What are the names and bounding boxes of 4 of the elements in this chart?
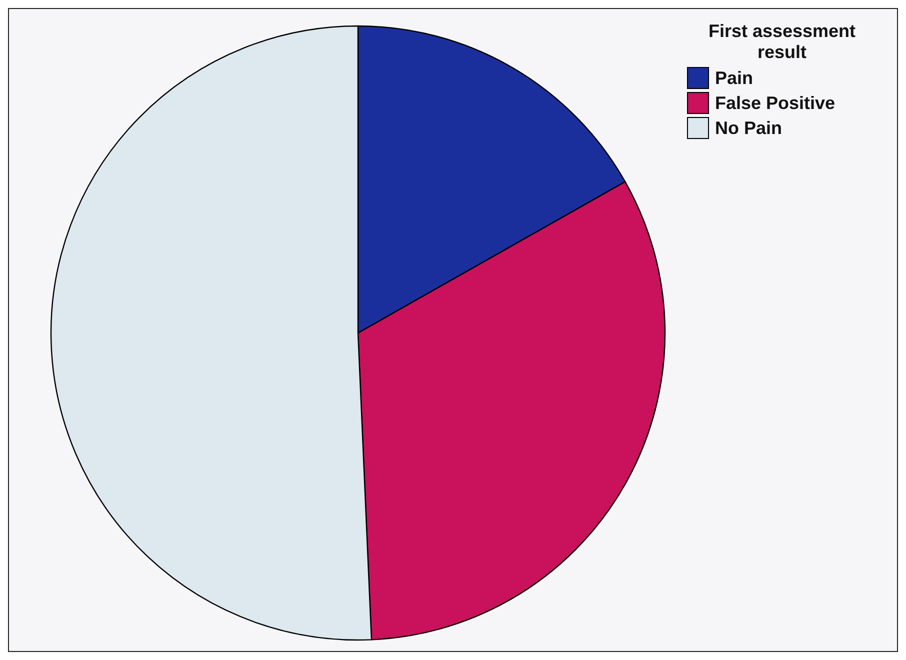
legend-label: False Positive: [715, 92, 836, 114]
legend-label: Pain: [715, 68, 754, 88]
legend-title: First assessment result: [707, 21, 857, 63]
legend-label: No Pain: [715, 118, 782, 138]
